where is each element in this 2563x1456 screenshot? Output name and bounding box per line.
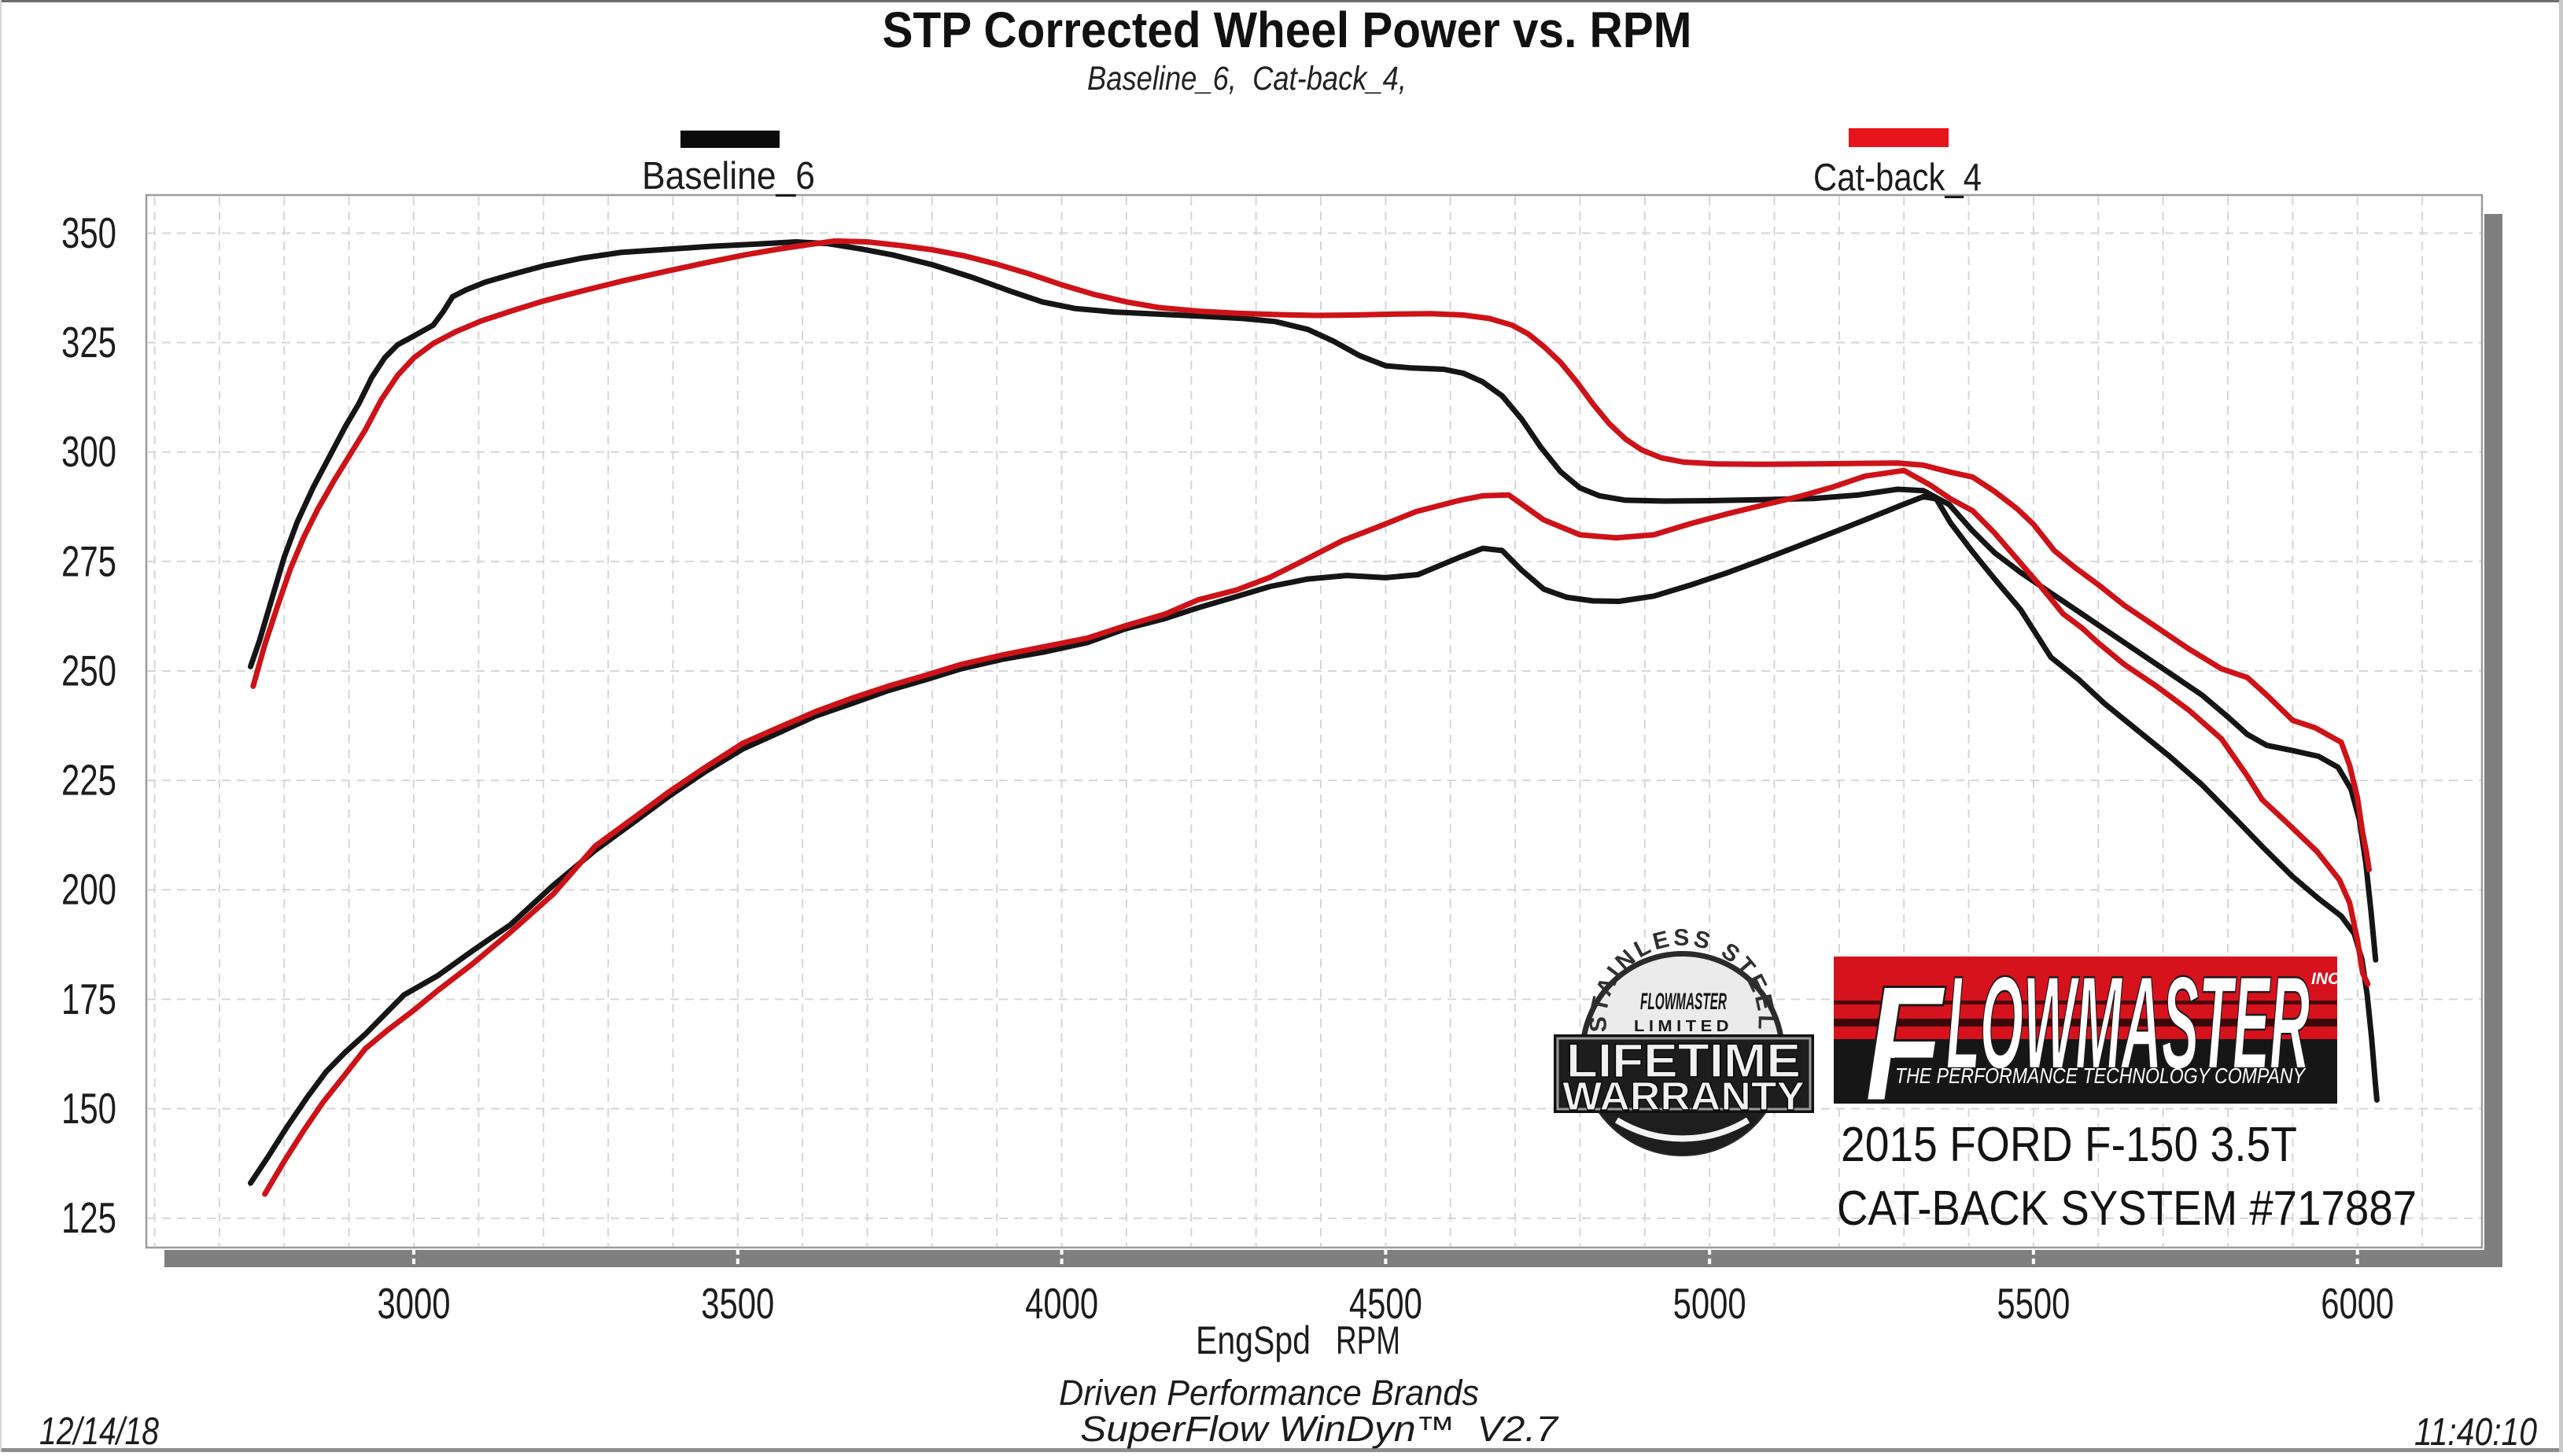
svg-text:350: 350: [61, 208, 116, 257]
svg-text:3000: 3000: [378, 1279, 451, 1328]
svg-text:325: 325: [61, 318, 116, 367]
svg-text:175: 175: [61, 975, 116, 1023]
svg-text:THE PERFORMANCE TECHNOLOGY COM: THE PERFORMANCE TECHNOLOGY COMPANY: [1895, 1063, 2307, 1088]
svg-text:LIMITED: LIMITED: [1634, 1018, 1733, 1035]
svg-text:5000: 5000: [1673, 1279, 1746, 1328]
svg-text:4000: 4000: [1025, 1279, 1098, 1328]
svg-text:150: 150: [61, 1084, 116, 1133]
svg-text:STP Corrected Wheel Power vs.: STP Corrected Wheel Power vs. RPM: [883, 2, 1692, 58]
svg-text:®: ®: [1888, 1046, 1898, 1061]
svg-text:Baseline_6, Cat-back_4,: Baseline_6, Cat-back_4,: [1087, 60, 1407, 98]
svg-text:250: 250: [61, 647, 116, 695]
svg-text:LOWMASTER: LOWMASTER: [1946, 949, 2310, 1097]
svg-text:275: 275: [61, 536, 116, 585]
svg-text:4500: 4500: [1349, 1279, 1422, 1328]
svg-text:INC.: INC.: [2311, 970, 2344, 988]
svg-text:300: 300: [61, 427, 116, 476]
svg-text:12/14/18: 12/14/18: [39, 1410, 159, 1452]
svg-text:200: 200: [61, 865, 116, 914]
svg-text:3500: 3500: [701, 1279, 774, 1328]
svg-text:Driven Performance Brands: Driven Performance Brands: [1059, 1373, 1479, 1413]
svg-text:5500: 5500: [1997, 1279, 2070, 1328]
svg-text:11:40:10: 11:40:10: [2414, 1411, 2537, 1452]
svg-text:F: F: [1864, 951, 1946, 1136]
svg-text:LIFETIME: LIFETIME: [1566, 1034, 1801, 1087]
svg-text:FLOWMASTER: FLOWMASTER: [1640, 989, 1727, 1015]
svg-text:6000: 6000: [2321, 1279, 2394, 1328]
svg-text:2015 FORD F-150 3.5T: 2015 FORD F-150 3.5T: [1841, 1118, 2297, 1172]
svg-text:Baseline_6: Baseline_6: [642, 155, 815, 197]
svg-text:125: 125: [61, 1193, 116, 1242]
svg-text:225: 225: [61, 756, 116, 805]
svg-text:CAT-BACK SYSTEM #717887: CAT-BACK SYSTEM #717887: [1837, 1181, 2417, 1236]
svg-text:SuperFlow WinDyn™ V2.7: SuperFlow WinDyn™ V2.7: [1080, 1409, 1559, 1449]
svg-text:EngSpd: EngSpd: [1196, 1318, 1311, 1362]
svg-text:Cat-back_4: Cat-back_4: [1813, 157, 1982, 199]
svg-text:WARRANTY: WARRANTY: [1562, 1074, 1805, 1119]
svg-text:RPM: RPM: [1336, 1318, 1400, 1362]
